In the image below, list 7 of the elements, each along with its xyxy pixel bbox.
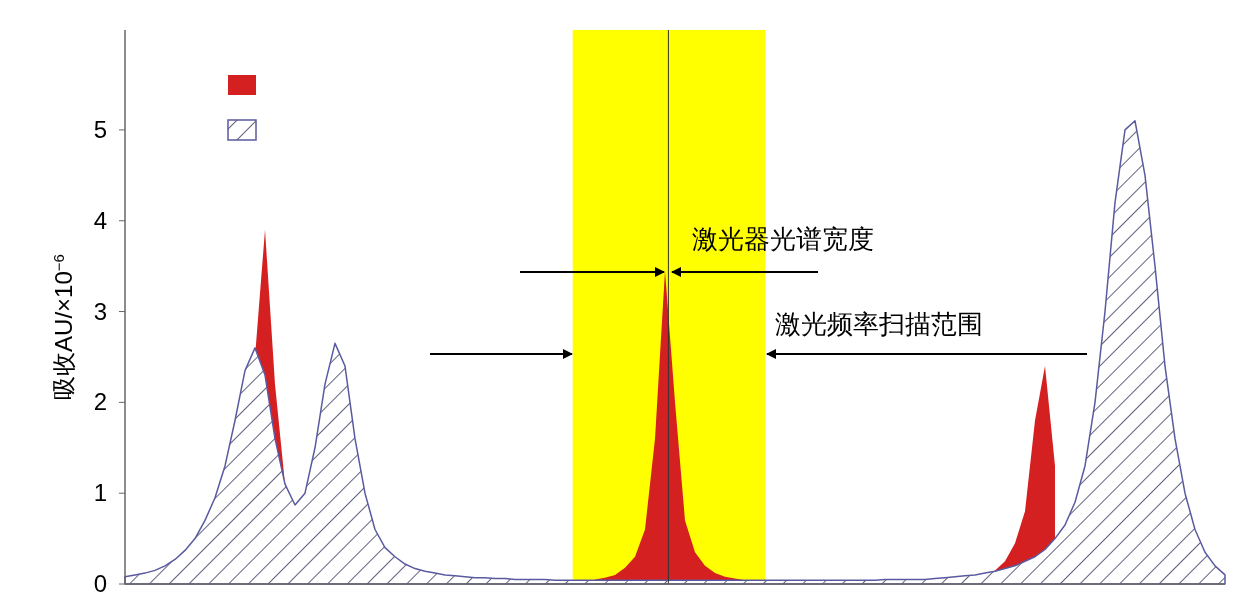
y-tick-label: 2 [93, 388, 107, 416]
y-tick-label: 3 [93, 297, 107, 325]
y-tick-label: 4 [93, 206, 107, 234]
y-tick-label: 0 [93, 570, 107, 597]
y-tick-label: 1 [93, 479, 107, 507]
y-tick-label: 5 [93, 115, 107, 143]
annotation: 激光频率扫描范围 [775, 309, 983, 339]
